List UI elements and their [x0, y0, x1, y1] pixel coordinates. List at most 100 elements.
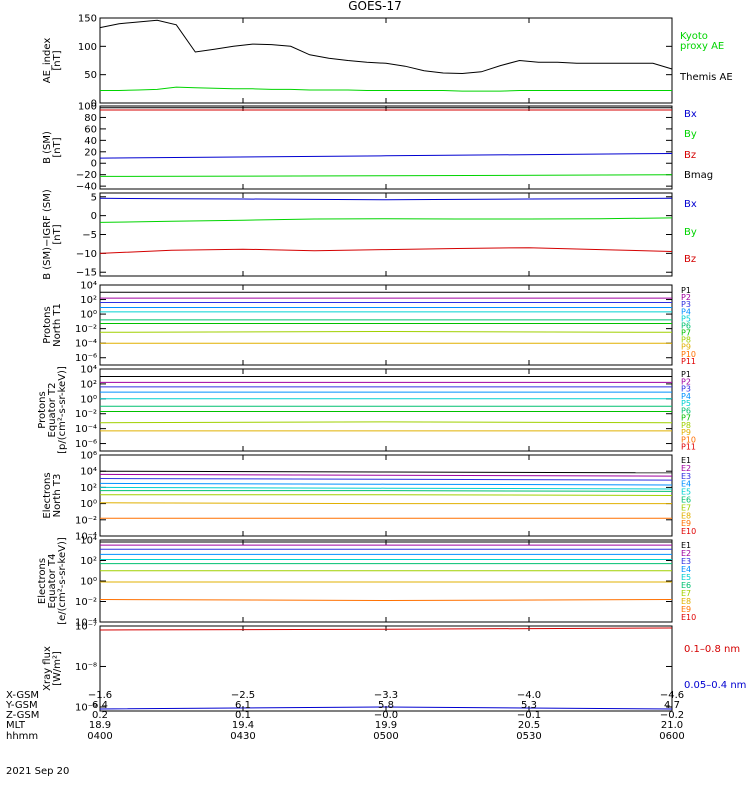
ytick-label-eequator: 10⁰	[80, 577, 97, 588]
ylabel-pequator: [p/(cm²-s-sr-keV)]	[57, 366, 68, 454]
ytick-label-pequator: 10⁻⁴	[75, 424, 97, 435]
ytick-label-pequator: 10⁻⁶	[75, 439, 97, 450]
series-line-ae-Kyoto proxy AE	[100, 86, 672, 92]
ylabel-enorth: Electrons	[42, 472, 53, 518]
legend-pequator: P6	[681, 406, 691, 415]
ytick-label-bigrf: 5	[91, 192, 97, 203]
ytick-label-pequator: 10⁻²	[75, 409, 97, 420]
ytick-label-pequator: 10⁰	[80, 394, 97, 405]
series-line-pnorth-P8	[99, 330, 673, 333]
date-label: 2021 Sep 20	[6, 766, 70, 777]
legend-enorth: E3	[681, 472, 691, 481]
series-line-bsm-By	[99, 174, 673, 177]
legend-pequator: P2	[681, 377, 691, 386]
legend-enorth: E2	[681, 464, 691, 473]
ytick-label-pnorth: 10²	[80, 295, 97, 306]
ephem-value: 0430	[230, 731, 255, 742]
ephem-value: 5.3	[521, 700, 537, 711]
legend-pequator: P9	[681, 428, 691, 437]
legend-pnorth: P9	[681, 343, 691, 352]
ephem-value: 0400	[87, 731, 112, 742]
legend-enorth: E5	[681, 488, 691, 497]
legend-pequator: P7	[681, 414, 691, 423]
series-line-enorth-E2	[99, 473, 673, 477]
legend-bigrf: Bx	[684, 199, 697, 210]
ephem-value: 0.1	[235, 710, 251, 721]
ephem-row-label: MLT	[6, 720, 26, 731]
ephem-row-label: Z-GSM	[6, 710, 39, 721]
ephem-value: 5.8	[378, 700, 394, 711]
ytick-label-bigrf: −10	[76, 249, 97, 260]
series-line-bigrf-By	[99, 217, 673, 223]
legend-pnorth: P7	[681, 329, 691, 338]
legend-pequator: P10	[681, 435, 696, 444]
ephem-value: −3.3	[374, 690, 398, 701]
ephem-value: 19.4	[232, 720, 254, 731]
ylabel-pnorth: Protons	[42, 306, 53, 343]
legend-bigrf: Bz	[684, 254, 696, 265]
legend-pequator: P3	[681, 385, 691, 394]
legend-eequator: E6	[681, 581, 691, 590]
ephem-value: −2.5	[231, 690, 255, 701]
ytick-label-eequator: 10⁻⁴	[75, 618, 97, 629]
legend-eequator: E2	[681, 549, 691, 558]
legend-eequator: E9	[681, 605, 691, 614]
ephem-value: −0.1	[517, 710, 541, 721]
ephem-row-label: Y-GSM	[5, 700, 38, 711]
ytick-label-enorth: 10⁻²	[75, 515, 97, 526]
legend-pnorth: P2	[681, 293, 691, 302]
ytick-label-enorth: 10⁶	[80, 451, 97, 462]
legend-pnorth: P1	[681, 286, 691, 295]
series-line-enorth-E4	[99, 482, 673, 486]
legend-bigrf: By	[684, 227, 697, 238]
legend-ae: Themis AE	[679, 72, 733, 83]
series-line-enorth-E1	[99, 470, 673, 474]
panel-frame-pnorth	[99, 284, 673, 366]
series-line-enorth-E6	[100, 490, 673, 492]
ylabel-bsm: B (SM)	[42, 131, 53, 164]
legend-enorth: E4	[681, 480, 691, 489]
ylabel-bigrf: B (SM)−IGRF (SM)	[42, 189, 53, 280]
ytick-label-eequator: 10⁻²	[75, 597, 97, 608]
ytick-label-bsm: 0	[91, 159, 97, 170]
legend-eequator: E5	[681, 573, 691, 582]
ytick-label-pnorth: 10⁻⁴	[75, 339, 97, 350]
legend-xray: 0.05–0.4 nm	[684, 680, 746, 691]
legend-pnorth: P10	[681, 350, 696, 359]
series-line-enorth-E7	[100, 494, 673, 496]
ylabel-enorth: North T3	[52, 474, 63, 518]
legend-pequator: P8	[681, 421, 691, 430]
ytick-label-pnorth: 10⁴	[80, 281, 97, 292]
ylabel-eequator: Equator T4	[47, 554, 58, 609]
legend-enorth: E8	[681, 511, 691, 520]
legend-pnorth: P8	[681, 336, 691, 345]
ephem-value: 20.5	[518, 720, 540, 731]
series-line-bigrf-Bz	[99, 247, 673, 254]
ytick-label-bsm: 60	[84, 124, 97, 135]
ytick-label-pnorth: 10⁰	[80, 310, 97, 321]
series-line-enorth-E3	[99, 478, 673, 481]
series-line-xray-0.1–0.8 nm	[99, 627, 673, 631]
ylabel-xray: [W/m²]	[52, 651, 63, 686]
legend-pnorth: P11	[681, 357, 696, 366]
ytick-label-xray: 10⁻⁹	[75, 702, 97, 713]
ephem-value: 0600	[659, 731, 684, 742]
ytick-label-pequator: 10⁴	[80, 365, 97, 376]
ytick-label-eequator: 10²	[80, 556, 97, 567]
ytick-label-ae: 0	[91, 99, 97, 110]
ephem-value: −4.6	[660, 690, 684, 701]
legend-enorth: E7	[681, 503, 691, 512]
ytick-label-pnorth: 10⁻⁶	[75, 353, 97, 364]
panel-frame-eequator	[99, 539, 673, 623]
legend-pnorth: P4	[681, 307, 691, 316]
series-line-ae-Themis AE	[99, 19, 673, 75]
ytick-label-ae: 100	[78, 42, 97, 53]
series-line-bsm-Bx	[99, 153, 673, 159]
ytick-label-bsm: 20	[84, 147, 97, 158]
series-line-enorth-E8	[99, 502, 672, 505]
ytick-label-enorth: 10⁻⁴	[75, 532, 97, 543]
ylabel-pequator: Equator T2	[47, 383, 58, 438]
ytick-label-xray: 10⁻⁷	[75, 622, 97, 633]
